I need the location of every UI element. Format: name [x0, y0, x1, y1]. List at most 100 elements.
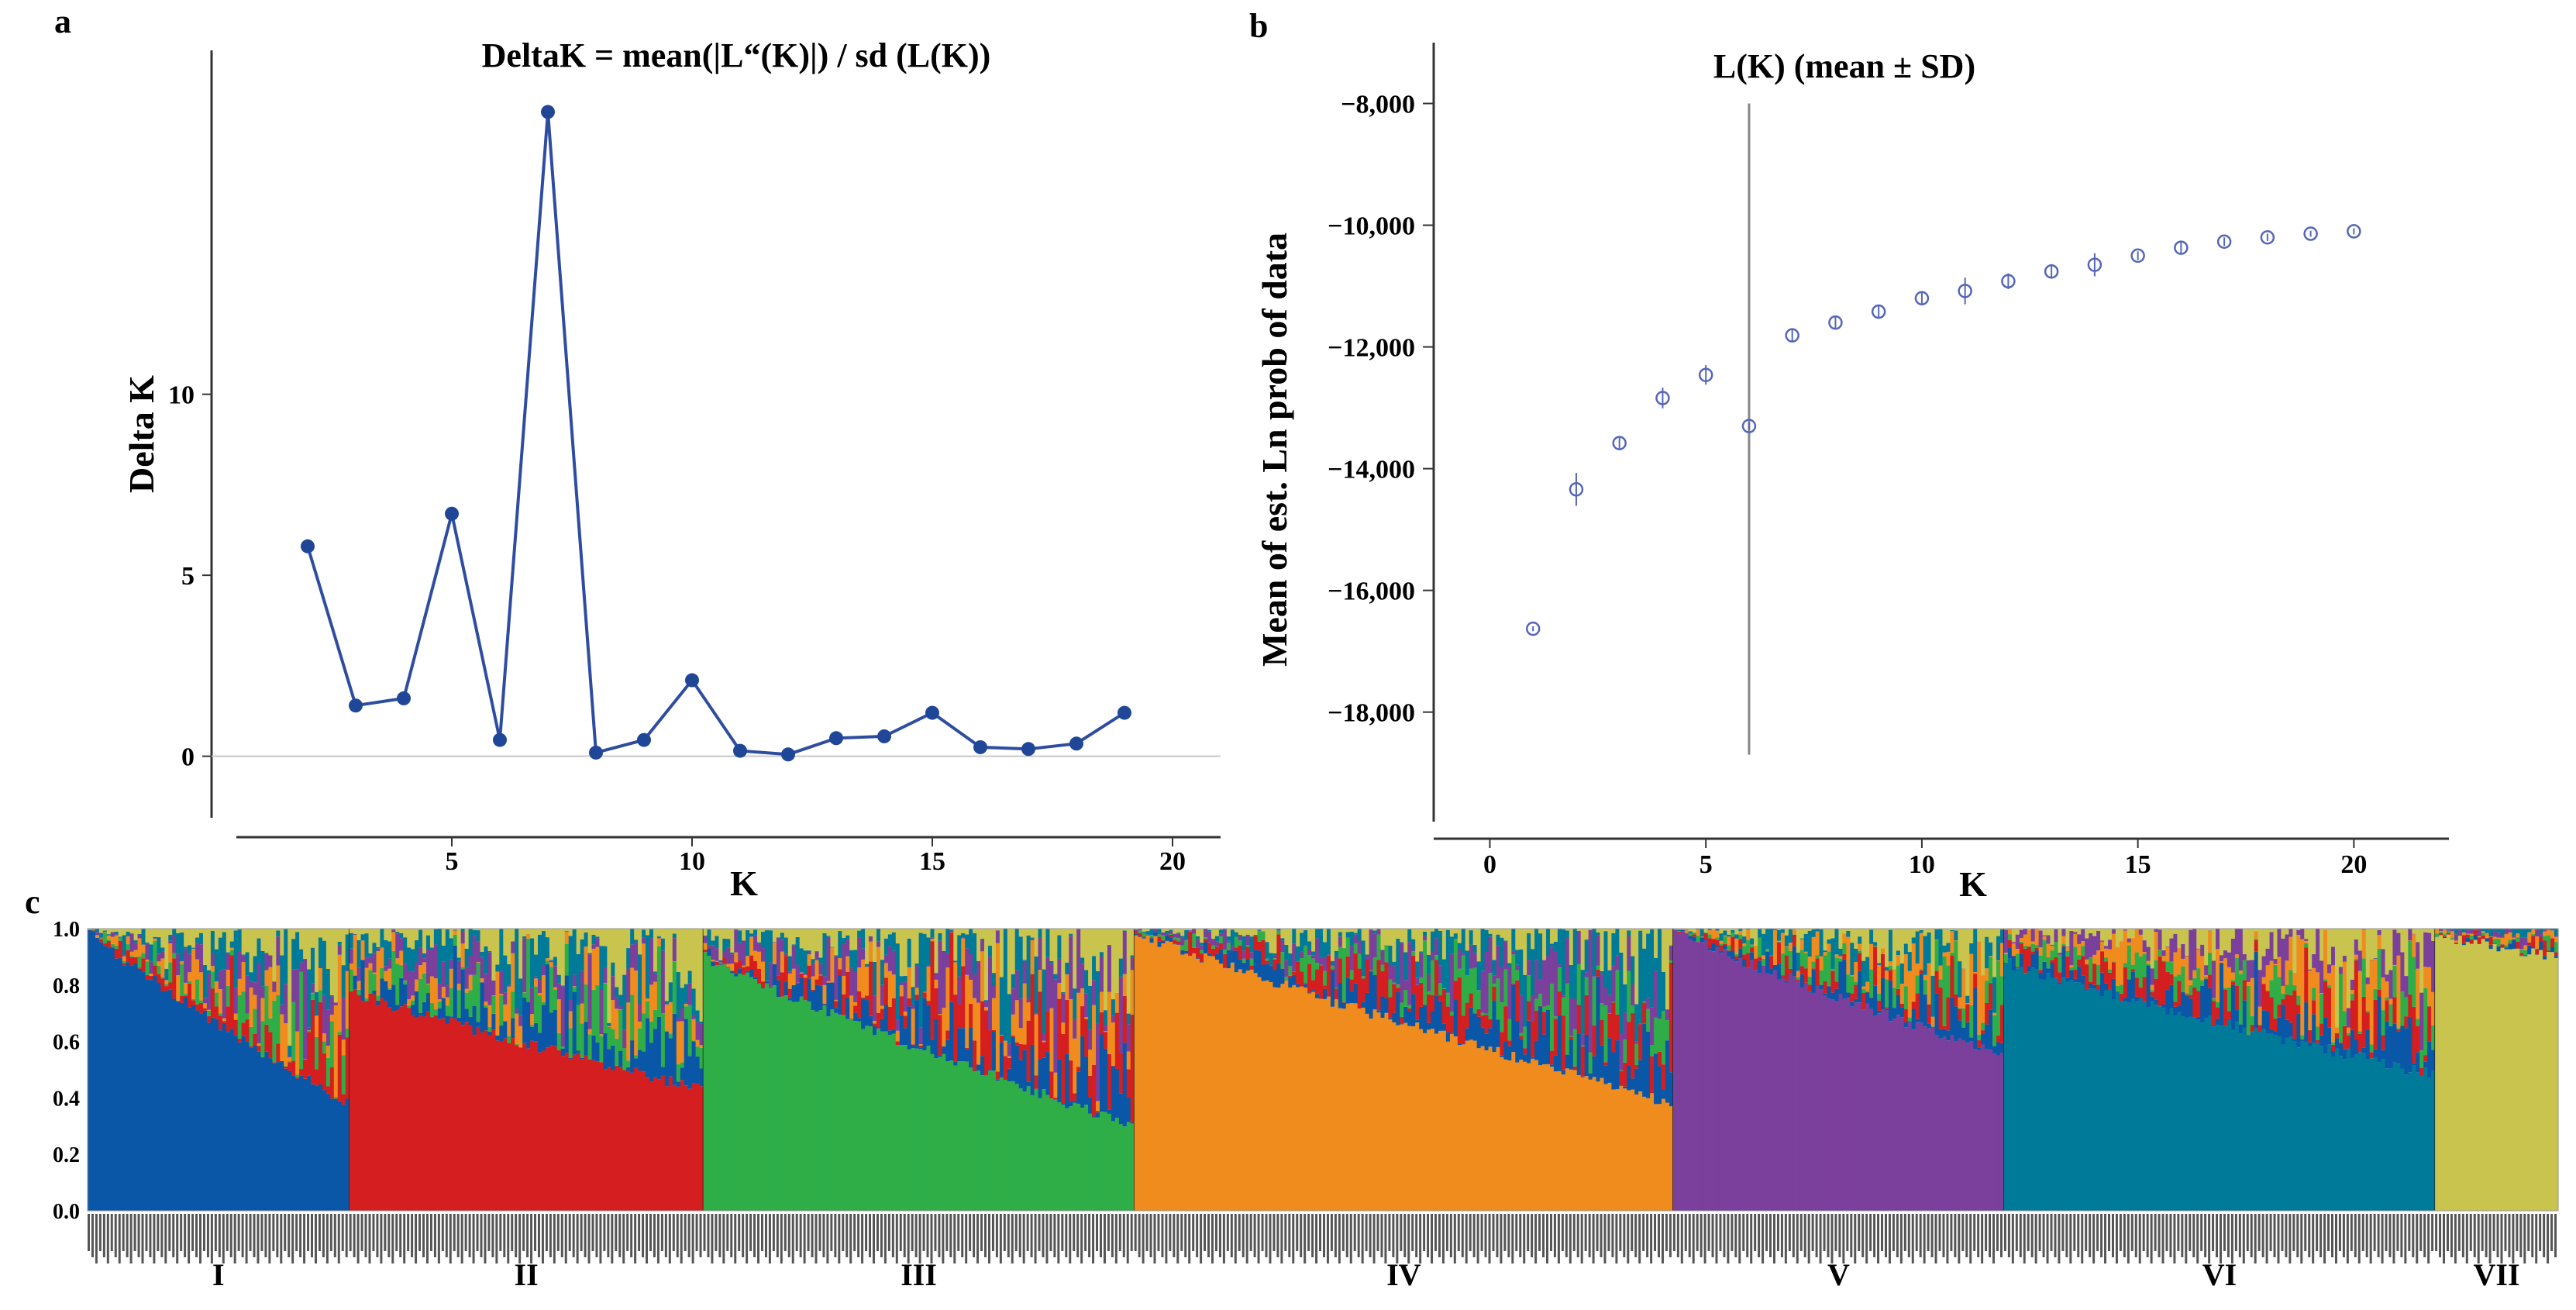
- panel-c-bar-segment: [684, 1006, 689, 1019]
- panel-c-sample-label: [2377, 1214, 2380, 1257]
- panel-c-bar-segment: [803, 950, 808, 974]
- panel-c-bar-segment: [811, 1010, 816, 1211]
- panel-c-bar-segment: [241, 954, 246, 956]
- panel-c-sample-label: [2508, 1214, 2511, 1257]
- panel-c-bar-segment: [102, 946, 108, 1211]
- panel-c-bar-segment: [865, 1026, 870, 1211]
- panel-c-bar-segment: [2007, 939, 2013, 948]
- panel-b-letter: b: [1249, 7, 1268, 45]
- panel-c-bar-segment: [1407, 1026, 1412, 1211]
- panel-c-bar-segment: [680, 1021, 685, 1063]
- panel-c-bar-segment: [999, 1077, 1004, 1211]
- panel-c-bar-segment: [2185, 993, 2189, 995]
- panel-c-bar-segment: [530, 987, 535, 1015]
- panel-c-bar-segment: [1092, 1005, 1097, 1065]
- panel-c-bar-segment: [2369, 1044, 2375, 1053]
- panel-c-bar-segment: [2419, 992, 2424, 1050]
- panel-c-bar-segment: [1903, 1008, 1909, 1022]
- panel-c-bar-segment: [738, 929, 742, 931]
- panel-c-bar-segment: [1445, 929, 1451, 930]
- panel-c-bar-segment: [1992, 1046, 1997, 1054]
- panel-c-bar-segment: [564, 930, 570, 932]
- panel-c-bar-segment: [276, 965, 281, 996]
- panel-c-bar-segment: [730, 954, 735, 964]
- panel-c-sample-label: [734, 1214, 737, 1263]
- panel-c-bar-segment: [1296, 960, 1300, 962]
- panel-c-bar-segment: [1603, 1062, 1609, 1066]
- panel-c-bar-segment: [1750, 944, 1755, 946]
- panel-c-sample-label: [2408, 1214, 2411, 1251]
- panel-c-bar-segment: [1865, 957, 1870, 982]
- panel-c-bar-segment: [1330, 929, 1335, 961]
- panel-c-bar-segment: [2454, 943, 2459, 1211]
- panel-c-bar-segment: [1542, 1034, 1547, 1065]
- panel-c-bar-segment: [1769, 929, 1774, 956]
- panel-c-bar-segment: [1846, 936, 1851, 975]
- panel-c-bar-segment: [1200, 929, 1204, 943]
- panel-c-bar-segment: [460, 967, 466, 970]
- panel-c-bar-segment: [1784, 935, 1789, 947]
- panel-c-bar-segment: [903, 929, 908, 976]
- panel-c-bar-segment: [2357, 950, 2363, 971]
- panel-c-bar-segment: [1503, 1059, 1508, 1211]
- panel-c-bar-segment: [1176, 933, 1181, 939]
- panel-c-bar-segment: [1099, 929, 1104, 953]
- panel-c-bar-segment: [276, 929, 281, 931]
- panel-b-point: [1958, 284, 1972, 298]
- panel-c-bar-segment: [2169, 984, 2175, 1009]
- panel-c-bar-segment: [634, 970, 639, 1056]
- panel-c-sample-label: [364, 1214, 367, 1257]
- panel-c-bar-segment: [568, 1011, 573, 1029]
- panel-c-bar-segment: [1303, 984, 1308, 988]
- panel-c-bar-segment: [184, 982, 188, 995]
- panel-c-bar-segment: [2277, 1036, 2282, 1211]
- panel-c-bar-segment: [1927, 1004, 1932, 1024]
- panel-c-bar-segment: [1946, 1040, 1951, 1211]
- panel-c: c 0.00.20.40.60.81.0 I II III IV V VI VII: [25, 883, 2559, 1292]
- panel-c-bar-segment: [2254, 951, 2259, 1029]
- panel-c-bar-segment: [1080, 988, 1085, 1007]
- panel-c-sample-label: [1515, 1214, 1518, 1251]
- panel-c-bar-segment: [984, 1010, 989, 1076]
- panel-c-bar-segment: [914, 1000, 920, 1049]
- panel-c-bar-segment: [1349, 932, 1355, 946]
- panel-c-sample-label: [1273, 1214, 1276, 1251]
- panel-c-bar-segment: [480, 982, 485, 1033]
- panel-c-sample-label: [299, 1214, 302, 1257]
- panel-c-bar-segment: [1349, 946, 1355, 970]
- panel-c-bar-segment: [1507, 1046, 1512, 1061]
- panel-c-bar-segment: [1888, 970, 1893, 981]
- panel-c-bar-segment: [2096, 984, 2101, 991]
- panel-c-bar-segment: [2196, 948, 2201, 950]
- panel-c-bar-segment: [880, 1008, 885, 1019]
- panel-c-bar-segment: [1057, 935, 1062, 959]
- panel-c-bar-segment: [257, 962, 262, 1044]
- panel-c-bar-segment: [1989, 956, 1993, 957]
- panel-c-bar-segment: [2500, 936, 2505, 938]
- panel-c-bar-segment: [253, 956, 258, 983]
- panel-c-bar-segment: [1654, 957, 1658, 971]
- panel-c-bar-segment: [1476, 961, 1482, 991]
- panel-c-bar-segment: [1569, 1036, 1574, 1039]
- panel-c-sample-label: [1646, 1214, 1649, 1257]
- panel-c-bar-segment: [1584, 1035, 1589, 1077]
- panel-c-bar-segment: [942, 1008, 946, 1047]
- panel-c-bar-segment: [222, 1021, 227, 1023]
- panel-c-bar-segment: [1249, 958, 1255, 966]
- panel-c-bar-segment: [484, 1005, 489, 1008]
- panel-c-bar-segment: [1334, 950, 1339, 957]
- panel-c-bar-segment: [1754, 929, 1758, 946]
- panel-c-bar-segment: [2543, 929, 2547, 932]
- panel-c-bar-segment: [1207, 943, 1212, 953]
- panel-c-bar-segment: [1965, 929, 1970, 996]
- panel-c-bar-segment: [626, 929, 631, 949]
- panel-c-bar-segment: [1222, 929, 1228, 950]
- panel-c-bar-segment: [1469, 944, 1474, 969]
- panel-c-bar-segment: [1780, 929, 1786, 933]
- panel-c-bar-segment: [1011, 1014, 1016, 1036]
- panel-c-bar-segment: [1823, 993, 1828, 996]
- panel-c-bar-segment: [1122, 930, 1128, 932]
- panel-c-bar-segment: [899, 996, 904, 1015]
- panel-c-bar-segment: [1592, 977, 1597, 1026]
- panel-c-sample-label: [341, 1214, 344, 1251]
